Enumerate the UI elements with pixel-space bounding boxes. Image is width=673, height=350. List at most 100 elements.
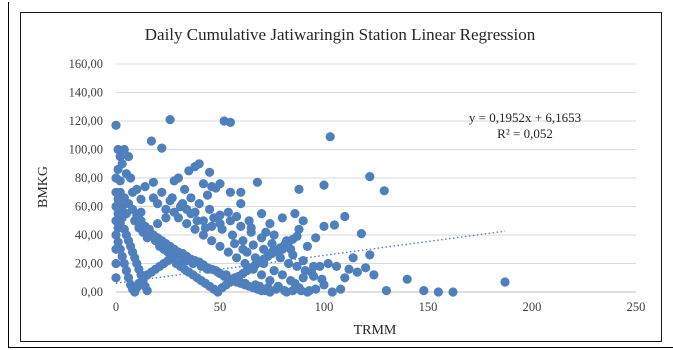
data-point [202, 190, 213, 200]
data-point [267, 239, 277, 249]
data-point [225, 216, 235, 226]
data-point [500, 277, 510, 287]
data-point [161, 213, 171, 223]
data-point [329, 220, 339, 230]
y-tick-label: 20,00 [75, 257, 103, 271]
data-point [211, 183, 221, 193]
data-point [136, 207, 146, 217]
y-tick-label: 0,00 [81, 285, 103, 299]
data-point [252, 177, 262, 187]
data-point [277, 270, 287, 280]
data-point [248, 264, 258, 274]
data-point [157, 187, 167, 197]
data-point [207, 236, 217, 246]
data-point [304, 286, 314, 296]
data-point [311, 233, 321, 243]
data-point [182, 204, 192, 214]
data-point [192, 216, 202, 226]
data-point [182, 219, 192, 229]
data-point [111, 273, 121, 283]
data-point [325, 132, 335, 142]
y-tick-label: 100,00 [69, 143, 103, 157]
y-tick-label: 60,00 [75, 200, 103, 214]
data-point [273, 281, 283, 291]
data-point [265, 287, 275, 297]
data-point [113, 194, 123, 204]
data-point [142, 286, 152, 296]
data-point [352, 267, 362, 277]
data-point [290, 209, 300, 219]
y-axis-label: BMKG [36, 166, 51, 208]
data-point [344, 264, 354, 274]
y-tick-label: 120,00 [69, 114, 103, 128]
data-point [144, 224, 154, 234]
outer-rule [8, 2, 673, 348]
data-point [336, 284, 346, 294]
data-point [340, 211, 350, 222]
data-point [153, 219, 163, 229]
data-point [146, 136, 156, 146]
data-point [433, 287, 443, 297]
data-point [169, 176, 179, 186]
data-point [161, 204, 171, 214]
data-point [126, 173, 136, 183]
data-point [248, 240, 258, 250]
data-point [113, 237, 123, 247]
x-tick-label: 100 [315, 300, 334, 314]
data-point [198, 230, 208, 240]
data-point [236, 221, 246, 231]
data-point [232, 253, 242, 263]
x-tick-label: 200 [523, 300, 542, 314]
data-point [356, 229, 366, 239]
x-tick-label: 0 [113, 300, 119, 314]
data-point [236, 199, 246, 209]
x-axis-label: TRMM [354, 323, 397, 338]
data-point [269, 266, 279, 276]
data-point [317, 274, 327, 284]
data-point [180, 184, 190, 194]
data-point [275, 253, 285, 263]
data-point [117, 213, 127, 223]
data-point [296, 286, 306, 296]
data-point [331, 261, 342, 271]
y-tick-label: 80,00 [75, 171, 103, 185]
data-point [277, 244, 287, 254]
data-point [319, 221, 329, 231]
data-point [327, 287, 337, 297]
data-point [207, 221, 217, 231]
data-point [123, 273, 134, 283]
data-point [257, 233, 267, 243]
data-point [223, 247, 233, 257]
data-point [190, 224, 200, 234]
data-point [257, 209, 267, 219]
data-point [240, 258, 250, 269]
data-point [292, 261, 302, 271]
data-point [282, 287, 292, 297]
data-point [117, 251, 127, 261]
data-point [115, 152, 125, 162]
data-point [140, 182, 150, 192]
data-point [238, 244, 248, 254]
data-point [419, 286, 429, 296]
data-point [257, 270, 267, 280]
data-point [298, 273, 308, 283]
x-tick-label: 50 [214, 300, 227, 314]
data-points [111, 115, 510, 297]
data-point [111, 244, 121, 254]
trend-equation: y = 0,1952x + 6,1653 [469, 110, 581, 125]
data-point [111, 120, 121, 130]
data-point [215, 241, 225, 251]
data-point [298, 216, 308, 226]
data-point [223, 207, 233, 217]
data-point [205, 167, 215, 177]
data-point [111, 187, 121, 197]
x-tick-labels: 0 50 100 150 200 250 [113, 300, 646, 314]
data-point [265, 276, 275, 286]
data-point [319, 180, 329, 190]
y-tick-label: 160,00 [69, 57, 103, 71]
data-point [111, 173, 121, 183]
data-point [323, 258, 333, 269]
data-point [250, 253, 260, 263]
data-point [284, 258, 294, 269]
